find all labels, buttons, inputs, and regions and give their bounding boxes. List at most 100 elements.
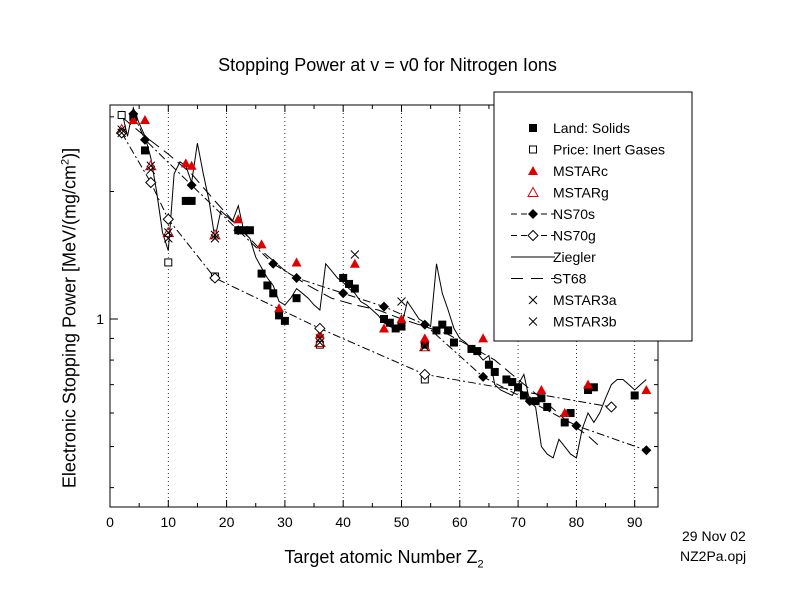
point-ns70g xyxy=(419,368,431,381)
x-tick-label: 40 xyxy=(335,514,351,530)
date-note: 29 Nov 02 xyxy=(682,528,746,544)
point-ns70s xyxy=(268,258,279,269)
point-land-solids xyxy=(543,402,552,411)
point-land-solids xyxy=(292,294,301,303)
point-mstar3a xyxy=(397,297,406,306)
legend-label-mstarc: MSTARc xyxy=(553,163,608,179)
point-mstarc xyxy=(478,333,489,343)
point-price-inert-gases xyxy=(164,258,173,267)
point-land-solids xyxy=(630,391,639,400)
point-land-solids xyxy=(263,281,272,290)
point-land-solids xyxy=(269,289,278,298)
chart-title: Stopping Power at v = v0 for Nitrogen Io… xyxy=(218,55,557,75)
point-ns70s xyxy=(641,445,652,456)
point-land-solids xyxy=(537,394,546,403)
point-mstar3b xyxy=(210,234,220,243)
legend-marker-land-solids xyxy=(529,124,537,132)
point-ns70g xyxy=(605,401,618,413)
point-land-solids xyxy=(420,340,429,349)
legend-label-mstar3b: MSTAR3b xyxy=(553,314,617,330)
legend-label-mstarg: MSTARg xyxy=(553,185,609,201)
point-land-solids xyxy=(449,338,458,347)
point-ns70s xyxy=(128,108,139,119)
point-mstarc xyxy=(536,384,547,394)
point-mstar3a xyxy=(315,334,325,343)
point-ns70s xyxy=(139,134,150,145)
legend-marker-mstar3b xyxy=(528,317,538,326)
point-ns70s xyxy=(419,319,430,330)
point-mstar3b xyxy=(146,165,156,175)
point-land-solids xyxy=(467,344,476,353)
point-land-solids xyxy=(584,385,593,394)
point-ns70g xyxy=(314,322,326,335)
point-ns70s xyxy=(478,371,489,382)
x-tick-label: 0 xyxy=(106,514,114,530)
point-mstarc xyxy=(396,314,407,324)
x-tick-label: 80 xyxy=(569,514,585,530)
x-tick-label: 30 xyxy=(277,514,293,530)
legend-marker-mstarg xyxy=(527,186,539,197)
series-line-st68 xyxy=(121,116,601,447)
point-land-solids xyxy=(508,378,517,387)
legend-box xyxy=(493,91,693,342)
legend-marker-ns70s xyxy=(528,209,538,219)
point-ns70s xyxy=(186,180,197,191)
point-mstarg xyxy=(314,336,326,348)
point-ns70s xyxy=(291,272,302,283)
point-land-solids xyxy=(490,367,499,376)
point-land-solids xyxy=(140,146,149,155)
x-axis-label-text: Target atomic Number Z xyxy=(284,547,478,567)
point-land-solids xyxy=(385,318,394,327)
point-ns70s xyxy=(524,396,535,407)
point-land-solids xyxy=(514,383,523,392)
x-axis-label: Target atomic Number Z2 xyxy=(110,547,658,571)
x-tick-label: 20 xyxy=(219,514,235,530)
point-ns70g xyxy=(162,213,175,225)
point-mstar3a xyxy=(146,161,156,171)
x-tick-label: 50 xyxy=(394,514,410,530)
point-land-solids xyxy=(432,326,441,335)
x-tick-label: 10 xyxy=(161,514,177,530)
x-tick-label: 60 xyxy=(452,514,468,530)
legend-marker-price-inert-gases xyxy=(529,145,537,154)
point-mstarc xyxy=(274,303,285,313)
point-land-solids xyxy=(444,326,453,335)
point-land-solids xyxy=(566,409,575,418)
point-ns70s xyxy=(338,288,349,299)
point-land-solids xyxy=(257,269,266,278)
y-axis-label-text: Electronic Stopping Power [MeV/(mg/cm xyxy=(59,165,80,489)
y-axis-label-superscript: 2 xyxy=(59,158,72,165)
legend-marker-mstar3a xyxy=(528,295,538,305)
point-mstarc xyxy=(256,239,267,249)
point-land-solids xyxy=(240,226,249,235)
legend-marker-mstarc xyxy=(528,166,538,175)
point-land-solids xyxy=(484,360,493,369)
point-mstarc xyxy=(233,214,244,224)
point-mstarg xyxy=(162,226,175,238)
point-price-inert-gases xyxy=(117,111,126,120)
point-mstar3b xyxy=(315,338,325,347)
point-mstar3b xyxy=(163,234,173,243)
point-mstarc xyxy=(186,160,197,170)
point-mstarc xyxy=(291,257,302,267)
series-markers xyxy=(115,108,652,456)
point-mstarc xyxy=(559,408,570,418)
point-land-solids xyxy=(519,391,528,400)
point-land-solids xyxy=(502,375,511,384)
point-land-solids xyxy=(589,383,598,392)
point-land-solids xyxy=(380,315,388,324)
legend-label-land-solids: Land: Solids xyxy=(553,120,630,136)
point-land-solids xyxy=(245,226,254,235)
y-axis-label-end: )] xyxy=(59,147,80,159)
point-land-solids xyxy=(397,322,406,331)
point-land-solids xyxy=(560,418,569,427)
legend-marker-ns70g xyxy=(527,229,539,242)
point-mstarg xyxy=(418,340,431,352)
point-mstar3a xyxy=(117,125,127,134)
legend-label-ns70s: NS70s xyxy=(553,206,595,222)
point-ns70g xyxy=(145,176,157,189)
legend: Land: Solids Price: Inert Gases MSTARc MSTA… xyxy=(493,91,693,342)
point-ns70s xyxy=(571,420,582,431)
legend-label-st68: ST68 xyxy=(553,271,587,287)
